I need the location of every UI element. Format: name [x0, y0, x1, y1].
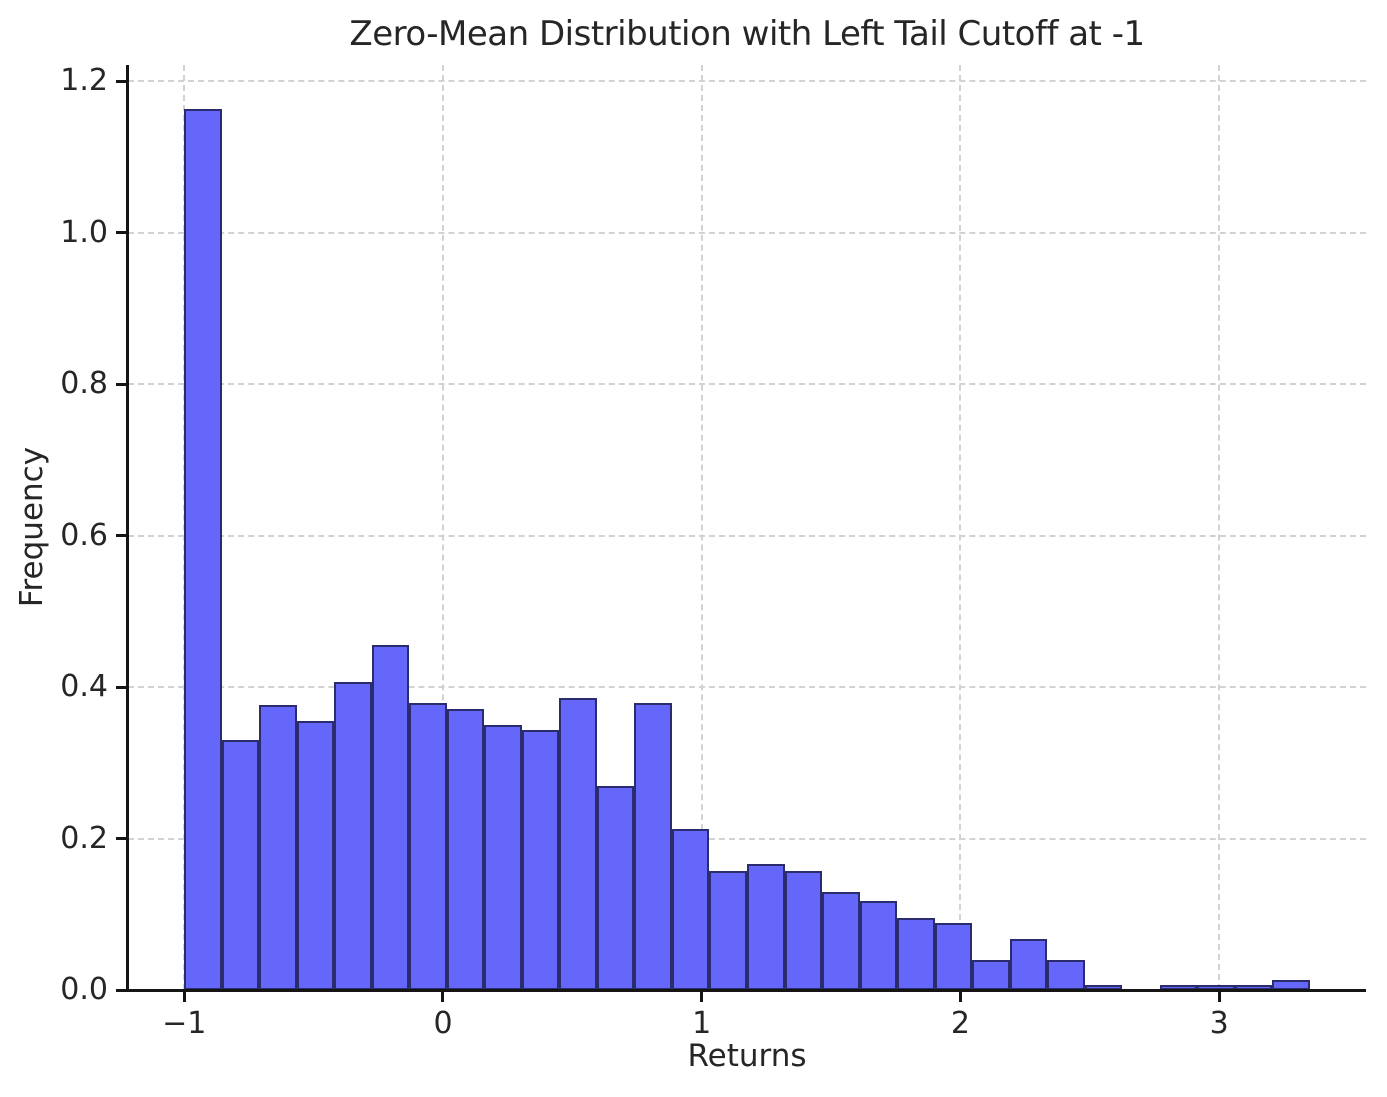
y-tick-mark — [116, 382, 128, 386]
y-gridline — [128, 837, 1366, 840]
histogram-bar — [747, 864, 785, 990]
plot-area: −1 0 1 2 3 0.0 0.2 0.4 0.6 0.8 1.0 1.2 — [60, 63, 1366, 1041]
y-gridline — [128, 231, 1366, 234]
histogram-bar — [634, 703, 672, 990]
x-gridline — [441, 65, 444, 990]
histogram-bar — [221, 740, 260, 990]
histogram-bar — [559, 698, 597, 990]
y-tick-label: 1.2 — [60, 63, 108, 99]
y-tick-mark — [116, 837, 128, 841]
histogram-bar — [671, 829, 710, 990]
histogram-bar — [822, 891, 860, 990]
y-gridline — [128, 686, 1366, 689]
y-gridline — [128, 80, 1366, 83]
chart-title: Zero-Mean Distribution with Left Tail Cu… — [349, 14, 1145, 54]
y-gridline — [128, 383, 1366, 386]
histogram-bar — [897, 918, 935, 990]
histogram-bar — [1197, 984, 1235, 990]
histogram-bar — [784, 871, 822, 990]
histogram-bar — [972, 959, 1010, 990]
x-tick-mark — [958, 990, 962, 1002]
x-tick-label: 1 — [692, 1006, 712, 1041]
x-axis-label: Returns — [687, 1038, 807, 1074]
histogram-bar — [1234, 984, 1273, 990]
histogram-bar — [1159, 984, 1198, 990]
x-gridline — [1218, 65, 1221, 990]
y-tick-label: 0.4 — [60, 669, 108, 705]
histogram-bar — [596, 786, 635, 990]
y-tick-label: 0.2 — [60, 820, 108, 856]
x-gridline — [959, 65, 962, 990]
x-tick-mark — [182, 990, 186, 1002]
histogram-bar — [259, 704, 297, 990]
y-gridline — [128, 534, 1366, 537]
histogram-bar — [934, 922, 973, 990]
x-tick-mark — [700, 990, 704, 1002]
y-tick-mark — [116, 79, 128, 83]
x-gridline — [700, 65, 703, 990]
y-tick-label: 1.0 — [60, 214, 108, 250]
histogram-bar — [709, 871, 747, 990]
x-tick-mark — [441, 990, 445, 1002]
histogram-bar — [296, 721, 335, 990]
histogram-bar — [371, 644, 410, 990]
histogram-bar — [409, 703, 447, 990]
histogram-bar — [446, 709, 485, 990]
y-tick-mark — [116, 231, 128, 235]
x-tick-label: 3 — [1209, 1006, 1229, 1041]
y-tick-label: 0.8 — [60, 366, 108, 402]
histogram-bar — [1009, 939, 1048, 990]
y-tick-label: 0.6 — [60, 517, 108, 553]
y-tick-mark — [116, 685, 128, 689]
histogram-bar — [184, 109, 222, 990]
y-tick-mark — [116, 988, 128, 992]
histogram-bar — [1047, 959, 1085, 990]
x-axis-spine — [126, 989, 1366, 992]
histogram-bar — [859, 901, 898, 990]
histogram-bar — [521, 729, 560, 990]
y-axis-spine — [126, 65, 129, 992]
x-tick-label: −1 — [162, 1006, 207, 1041]
histogram-bar — [334, 681, 372, 990]
x-tick-label: 2 — [950, 1006, 970, 1041]
x-tick-mark — [1217, 990, 1221, 1002]
histogram-bar — [484, 724, 522, 990]
y-tick-mark — [116, 534, 128, 538]
y-tick-label: 0.0 — [60, 972, 108, 1007]
histogram-bar — [1084, 984, 1123, 990]
x-tick-label: 0 — [433, 1006, 453, 1041]
